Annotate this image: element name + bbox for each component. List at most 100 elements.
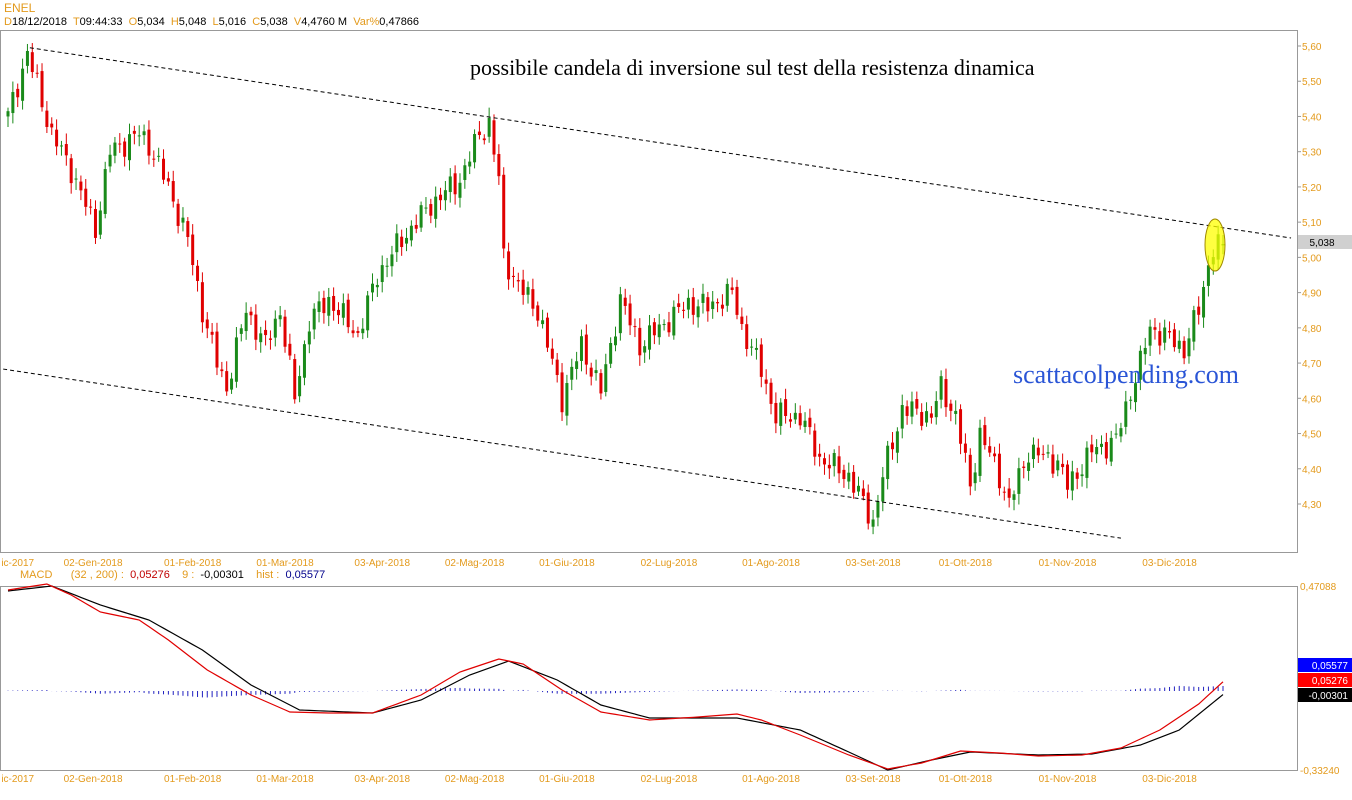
candle-body <box>215 331 219 368</box>
candle-body <box>983 425 987 446</box>
macd-min-label: -0,33240 <box>1300 766 1340 777</box>
candle-body <box>750 346 754 348</box>
candle-body <box>599 373 603 394</box>
candle-body <box>191 234 195 266</box>
macd-legend-signal-value: -0,00301 <box>200 569 244 581</box>
macd-legend-params: (32 , 200) : <box>70 569 124 581</box>
candle-body <box>302 344 306 378</box>
candle-body <box>584 334 588 365</box>
candle-body <box>876 501 880 518</box>
candle-body <box>1143 347 1147 355</box>
candle-body <box>1192 310 1196 342</box>
candle-body <box>254 314 258 340</box>
candle-body <box>691 297 695 315</box>
macd-panel-frame <box>0 586 1298 771</box>
candle-body <box>463 165 467 180</box>
candle-body <box>648 325 652 350</box>
candle-body <box>93 209 97 238</box>
low-value: 5,016 <box>218 16 247 28</box>
date-tick-label: 02-Mag-2018 <box>445 558 505 569</box>
candle-body <box>1022 466 1026 468</box>
candle-body <box>1070 471 1074 491</box>
candle-body <box>847 472 851 482</box>
trendline-resistenza <box>29 47 1292 239</box>
candle-body <box>113 142 117 156</box>
candle-body <box>1065 464 1069 490</box>
candle-body <box>419 205 423 228</box>
candle-body <box>1027 462 1031 471</box>
candle-body <box>925 411 929 423</box>
candle-body <box>793 412 797 420</box>
candle-body <box>550 348 554 359</box>
price-tick-label: 5,40 <box>1302 112 1322 123</box>
candle-body <box>798 413 802 426</box>
candle-body <box>1119 428 1123 437</box>
candle-body <box>98 210 102 235</box>
candle-body <box>1007 488 1011 498</box>
candle-body <box>988 446 992 453</box>
date-tick-label: 01-Feb-2018 <box>164 558 222 569</box>
candle-body <box>1202 286 1206 318</box>
price-panel-frame <box>0 30 1298 553</box>
candle-body <box>1100 443 1103 447</box>
candle-body <box>409 225 413 241</box>
candle-body <box>706 297 710 312</box>
candle-body <box>570 366 574 380</box>
candle-body <box>473 134 477 163</box>
date-tick-label: 01-Ago-2018 <box>742 774 800 785</box>
candle-body <box>788 419 792 422</box>
candle-body <box>1197 306 1201 315</box>
time-label: T <box>72 16 80 28</box>
candle-body <box>701 293 705 303</box>
highlight-ellipse <box>1204 218 1226 272</box>
candle-body <box>414 224 418 229</box>
candle-body <box>900 405 904 429</box>
candle-body <box>492 120 496 155</box>
candle-body <box>842 469 846 480</box>
candle-body <box>186 221 190 237</box>
candle-body <box>1075 472 1079 479</box>
candle-body <box>968 454 972 487</box>
candle-body <box>866 492 870 524</box>
candle-body <box>954 410 958 414</box>
candle-body <box>1109 437 1113 462</box>
price-tick-label: 4,60 <box>1302 394 1322 405</box>
candle-body <box>774 402 778 424</box>
candle-body <box>298 376 302 397</box>
candle-body <box>779 402 783 426</box>
candle-body <box>579 336 583 361</box>
candle-body <box>181 217 185 223</box>
candle-body <box>1017 468 1021 494</box>
candle-body <box>482 138 486 141</box>
candle-body <box>1051 454 1055 474</box>
candle-body <box>176 203 180 226</box>
candle-body <box>239 328 243 334</box>
macd-line-signal <box>7 585 1224 771</box>
candle-body <box>210 331 214 335</box>
candle-body <box>205 319 209 329</box>
candle-body <box>1031 444 1035 460</box>
candle-body <box>6 111 10 117</box>
candle-body <box>978 427 982 476</box>
candle-body <box>929 413 933 418</box>
candle-body <box>196 265 200 281</box>
candle-body <box>380 265 384 283</box>
candle-body <box>1158 331 1162 346</box>
price-tick-label: 5,20 <box>1302 183 1322 194</box>
candle-body <box>64 144 68 156</box>
candle-body <box>400 236 404 248</box>
date-label: D <box>4 16 12 28</box>
date-tick-label: 02-Lug-2018 <box>641 774 698 785</box>
candle-body <box>142 131 146 136</box>
candle-body <box>166 178 170 182</box>
macd-legend-macd-value: 0,05276 <box>130 569 170 581</box>
symbol: ENEL <box>4 1 35 15</box>
candle-body <box>1056 460 1060 471</box>
candle-body <box>667 322 671 333</box>
candle-body <box>497 154 501 177</box>
date-tick-label: 03-Set-2018 <box>846 558 901 569</box>
candle-body <box>686 297 690 310</box>
candle-body <box>1177 340 1181 349</box>
candle-body <box>657 324 661 338</box>
